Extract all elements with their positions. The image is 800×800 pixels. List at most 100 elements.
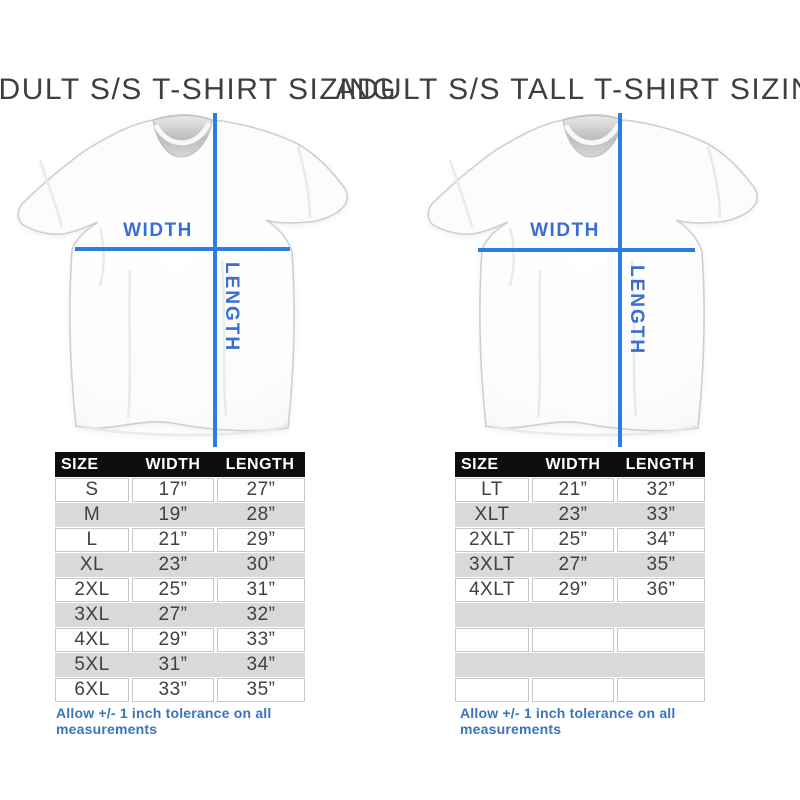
page-title: ADULT S/S T-SHIRT SIZING <box>0 73 397 106</box>
length-measure-line <box>618 113 622 447</box>
table-cell: 21” <box>132 528 214 552</box>
column-header-size: SIZE <box>61 455 99 473</box>
table-cell: 3XLT <box>468 554 515 575</box>
length-measure-line <box>213 113 217 447</box>
column-header-size: SIZE <box>461 455 499 473</box>
table-cell: 6XL <box>55 678 129 702</box>
panel-tall-sizing: WIDTH LENGTH <box>420 110 780 450</box>
column-header-length: LENGTH <box>225 455 295 473</box>
table-row: M 19” 28” <box>55 503 305 527</box>
collar-band <box>564 122 621 146</box>
table-header-row: SIZE WIDTH LENGTH <box>55 452 305 477</box>
table-cell: 5XL <box>74 654 110 675</box>
collar-band <box>154 122 211 146</box>
table-cell: 32” <box>246 604 276 625</box>
table-row: 2XLT 25” 34” <box>455 528 705 552</box>
table-cell: 3XL <box>74 604 110 625</box>
table-row: 4XLT 29” 36” <box>455 578 705 602</box>
table-cell: 19” <box>158 504 188 525</box>
fabric-creases <box>448 145 722 437</box>
table-cell: M <box>83 504 101 525</box>
table-cell: 2XL <box>55 578 129 602</box>
width-measure-line <box>75 247 290 251</box>
table-cell: 2XLT <box>455 528 529 552</box>
table-cell: 29” <box>532 578 614 602</box>
table-cell: 36” <box>617 578 705 602</box>
table-cell: 21” <box>532 478 614 502</box>
table-cell: 28” <box>246 504 276 525</box>
table-row: LT 21” 32” <box>455 478 705 502</box>
width-label: WIDTH <box>123 220 193 241</box>
table-cell <box>532 678 614 702</box>
table-cell <box>455 678 529 702</box>
table-cell <box>455 628 529 652</box>
table-row: XLT 23” 33” <box>455 503 705 527</box>
table-cell: 27” <box>558 554 588 575</box>
fabric-creases <box>38 145 312 437</box>
table-cell <box>532 628 614 652</box>
table-cell: 35” <box>217 678 305 702</box>
table-header-row: SIZE WIDTH LENGTH <box>455 452 705 477</box>
size-table-tall: SIZE WIDTH LENGTH LT 21” 32” XLT 23” 33” 2XLT 2… <box>455 452 705 702</box>
table-cell <box>617 653 705 677</box>
table-row: 4XL 29” 33” <box>55 628 305 652</box>
table-cell: 17” <box>132 478 214 502</box>
collar-opening <box>152 115 213 158</box>
table-cell: 23” <box>158 554 188 575</box>
table-cell: S <box>55 478 129 502</box>
length-label: LENGTH <box>626 265 647 356</box>
table-cell <box>455 653 529 677</box>
table-cell: 30” <box>246 554 276 575</box>
table-cell: 34” <box>246 654 276 675</box>
table-row: 2XL 25” 31” <box>55 578 305 602</box>
tshirt-body <box>17 113 349 432</box>
tshirt-illustration <box>427 113 759 437</box>
table-cell: 33” <box>132 678 214 702</box>
width-measure-line <box>478 248 695 252</box>
table-row: 6XL 33” 35” <box>55 678 305 702</box>
table-cell: 33” <box>217 628 305 652</box>
table-row <box>455 678 705 702</box>
column-header-width: WIDTH <box>545 455 601 473</box>
tolerance-note: Allow +/- 1 inch tolerance on all measur… <box>56 705 272 737</box>
table-cell: 31” <box>217 578 305 602</box>
table-cell <box>532 653 614 677</box>
table-row <box>455 653 705 677</box>
table-cell: 27” <box>158 604 188 625</box>
table-row <box>455 628 705 652</box>
size-table-regular: SIZE WIDTH LENGTH S 17” 27” M 19” 28” L 21” 29” X… <box>55 452 305 702</box>
table-cell: 29” <box>217 528 305 552</box>
table-cell: 29” <box>132 628 214 652</box>
table-cell <box>532 603 614 627</box>
table-row: XL 23” 30” <box>55 553 305 577</box>
table-cell: 32” <box>617 478 705 502</box>
table-cell: 23” <box>558 504 588 525</box>
table-cell: 31” <box>158 654 188 675</box>
table-cell: 35” <box>646 554 676 575</box>
table-cell: 25” <box>532 528 614 552</box>
column-header-width: WIDTH <box>145 455 201 473</box>
width-label: WIDTH <box>530 220 600 241</box>
table-cell: L <box>55 528 129 552</box>
table-cell <box>617 678 705 702</box>
table-row: 3XLT 27” 35” <box>455 553 705 577</box>
column-header-length: LENGTH <box>625 455 695 473</box>
table-cell: XL <box>79 554 105 575</box>
table-cell <box>617 603 705 627</box>
table-cell: 4XLT <box>455 578 529 602</box>
table-cell: LT <box>455 478 529 502</box>
table-cell: 33” <box>646 504 676 525</box>
table-cell: XLT <box>474 504 510 525</box>
table-row: L 21” 29” <box>55 528 305 552</box>
tolerance-note: Allow +/- 1 inch tolerance on all measur… <box>460 705 676 737</box>
tshirt-body <box>427 113 759 432</box>
table-row: 3XL 27” 32” <box>55 603 305 627</box>
tshirt-illustration <box>17 113 349 437</box>
page-title: ADULT S/S TALL T-SHIRT SIZING <box>335 73 800 106</box>
table-row: S 17” 27” <box>55 478 305 502</box>
length-label: LENGTH <box>221 262 242 353</box>
table-cell: 25” <box>132 578 214 602</box>
table-cell: 4XL <box>55 628 129 652</box>
table-row <box>455 603 705 627</box>
